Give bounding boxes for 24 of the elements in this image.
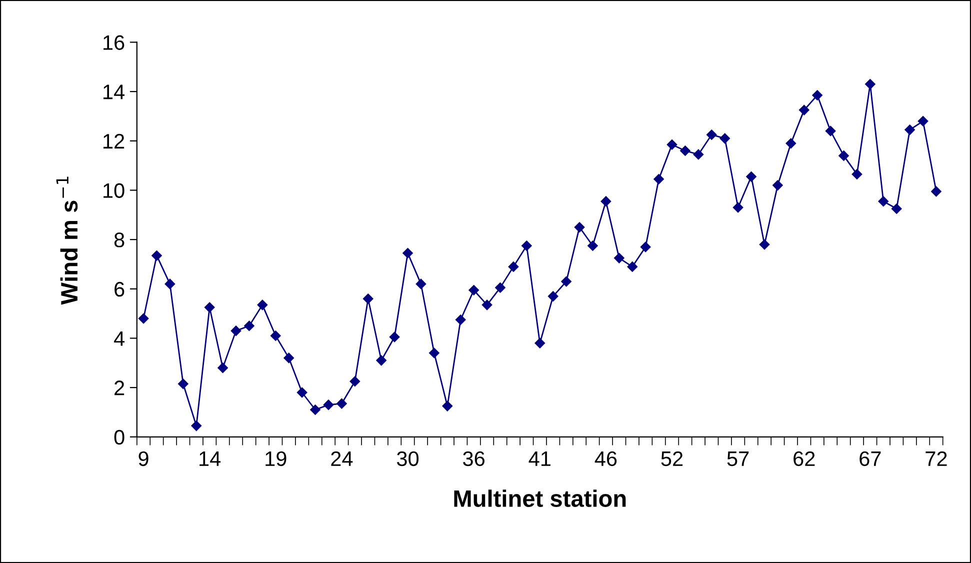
y-tick-label: 10 <box>104 183 124 198</box>
y-axis-title: Wind m s$^{−1}$ <box>56 176 78 305</box>
x-tick-label: 19 <box>266 451 286 466</box>
x-tick-label: 52 <box>661 451 683 466</box>
x-tick-label: 41 <box>528 452 550 466</box>
y-tick-label: 8 <box>114 232 124 248</box>
x-tick-label: 62 <box>794 451 815 466</box>
x-tick-label: 72 <box>926 451 947 466</box>
y-tick-label: 16 <box>104 35 124 50</box>
x-tick-label: 30 <box>396 451 419 466</box>
y-tick-label: 6 <box>114 282 124 297</box>
x-tick-label: 46 <box>594 451 617 466</box>
x-tick-label: 9 <box>138 451 148 466</box>
y-tick-label: 0 <box>114 430 124 445</box>
x-axis-title: Multinet station <box>454 490 626 507</box>
y-tick-label: 4 <box>114 331 124 346</box>
x-tick-label: 57 <box>727 452 749 466</box>
x-tick-label: 14 <box>200 452 221 466</box>
x-tick-label: 24 <box>331 451 353 466</box>
y-tick-label: 12 <box>104 134 124 148</box>
x-tick-label: 67 <box>860 451 881 466</box>
y-tick-label: 2 <box>114 380 124 396</box>
y-tick-label: 14 <box>104 84 124 100</box>
x-tick-label: 36 <box>463 451 484 466</box>
